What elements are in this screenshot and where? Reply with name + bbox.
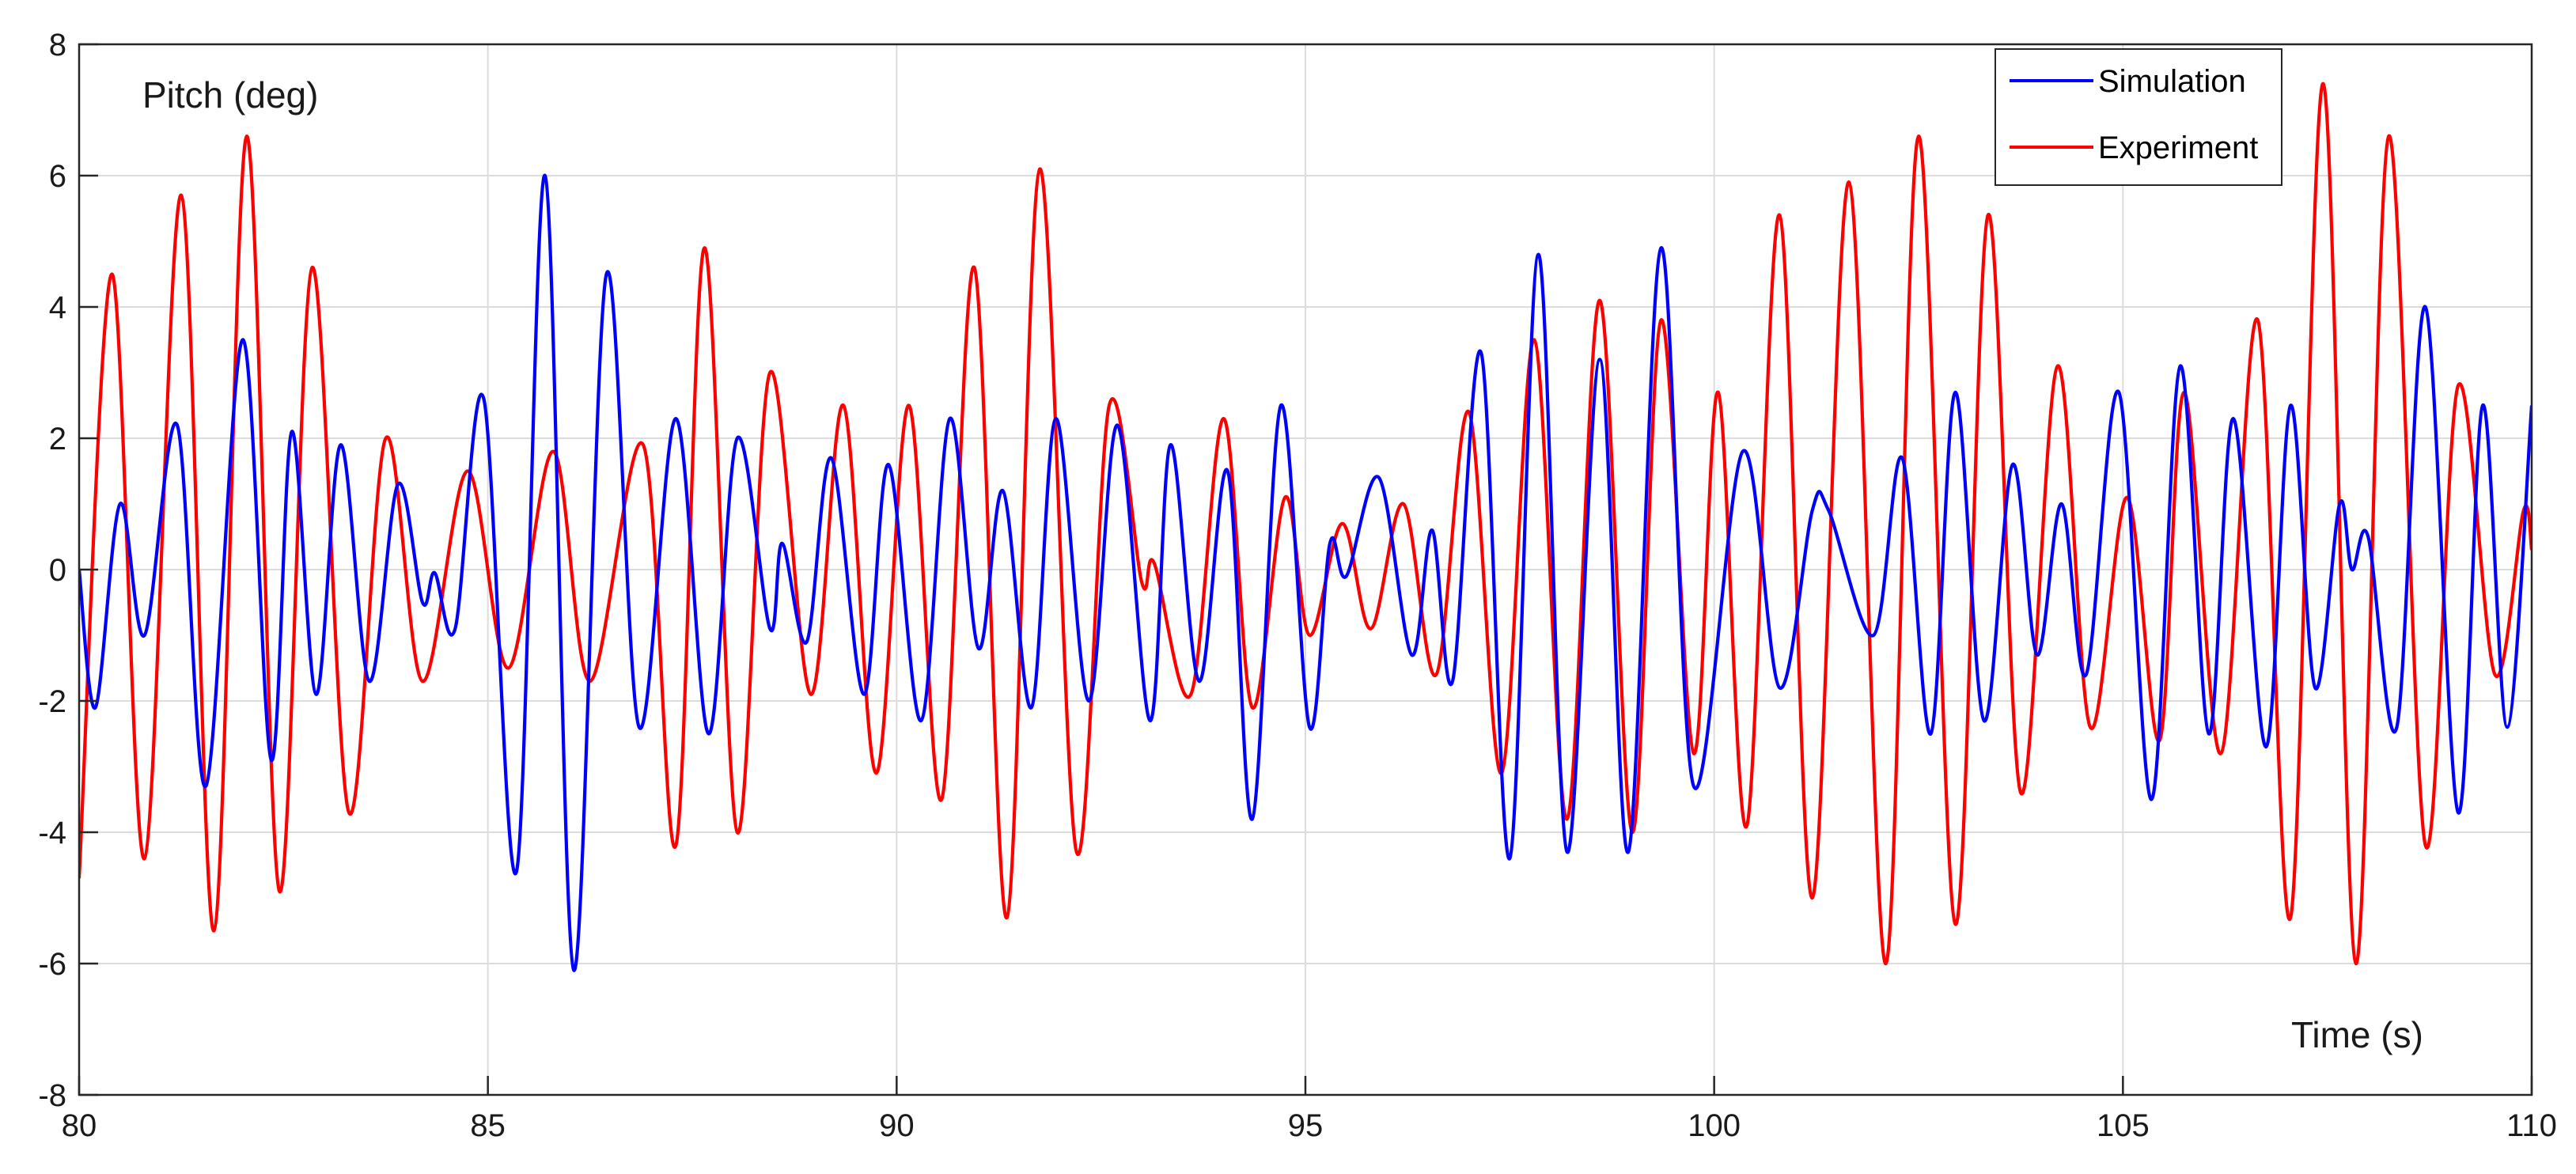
ylabel-annotation: Pitch (deg)	[142, 74, 318, 116]
y-tick-label: 0	[49, 553, 66, 588]
y-tick-label: 6	[49, 159, 66, 194]
x-tick-label: 100	[1688, 1108, 1741, 1143]
y-tick-label: 8	[49, 28, 66, 62]
x-tick-label: 85	[470, 1108, 506, 1143]
x-tick-label: 105	[2097, 1108, 2150, 1143]
y-tick-label: -2	[38, 684, 66, 719]
y-tick-label: -6	[38, 947, 66, 982]
y-tick-label: 2	[49, 422, 66, 456]
legend-label-experiment: Experiment	[2098, 131, 2258, 165]
y-tick-label: -8	[38, 1078, 66, 1113]
x-tick-label: 110	[2506, 1108, 2557, 1143]
x-tick-label: 95	[1288, 1108, 1324, 1143]
legend-label-simulation: Simulation	[2098, 64, 2246, 99]
y-tick-label: 4	[49, 290, 66, 325]
x-tick-label: 80	[62, 1108, 97, 1143]
tick-layer	[78, 43, 2533, 1096]
x-tick-label: 90	[879, 1108, 915, 1143]
series-line-simulation	[79, 173, 2532, 972]
legend-box	[1995, 48, 2282, 186]
xlabel-annotation: Time (s)	[2291, 1014, 2423, 1055]
tick-label-layer: 80 85 90 95 100 105 110 -8 -6 -4 -2 0 2 4 6 8	[38, 28, 2556, 1143]
legend: Simulation Experiment	[1995, 48, 2282, 186]
series-layer	[79, 81, 2532, 972]
y-tick-label: -4	[38, 816, 66, 850]
